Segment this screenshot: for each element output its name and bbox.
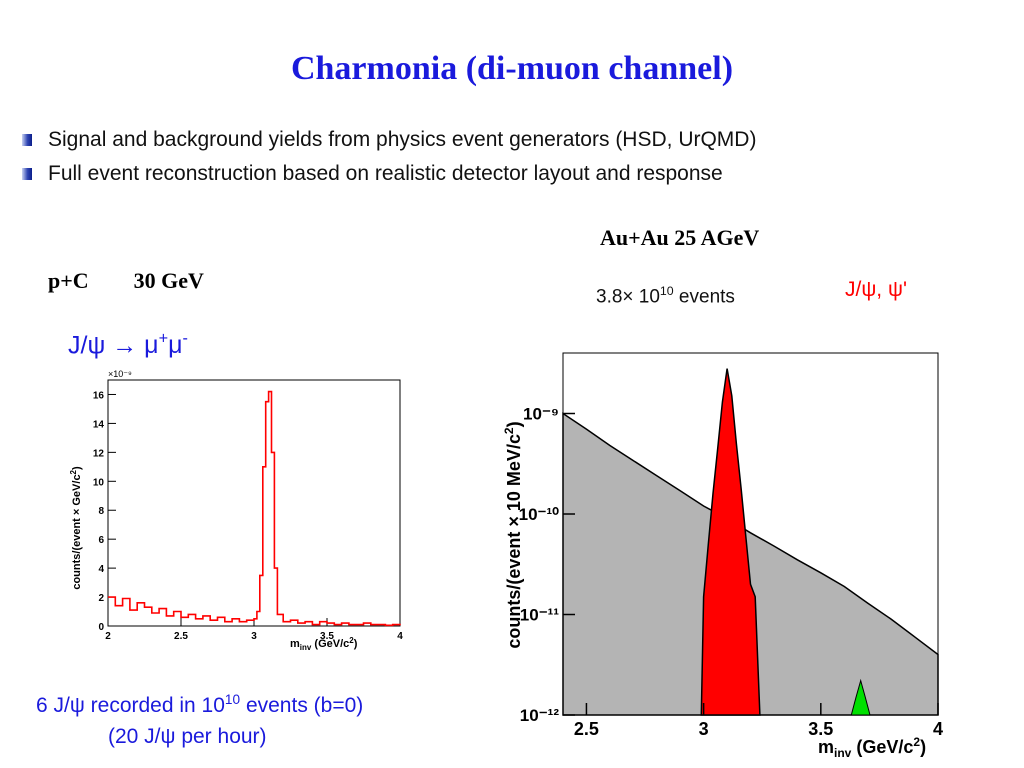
left-y-tick-label: 2 (98, 593, 104, 604)
right-psi-prime-area (850, 678, 871, 716)
left-x-tick-label: 4 (397, 631, 403, 642)
caption-line1: 6 J/ψ recorded in 1010 events (b=0) (36, 692, 363, 718)
page-title: Charmonia (di-muon channel) (290, 50, 734, 87)
events-pre: 3.8× 10 (596, 286, 660, 308)
decay-mu-plus: μ+μ- (144, 330, 188, 360)
left-y-axis-label: counts/(event × GeV/c2) (69, 466, 83, 590)
right-signal-area (700, 368, 761, 716)
bullet-item: Signal and background yields from physic… (22, 128, 756, 152)
right-y-axis-label: counts/(event × 10 MeV/c2) (502, 421, 524, 648)
right-system-label: Au+Au 25 AGeV (600, 225, 760, 250)
right-background-area (562, 412, 939, 716)
decay-label: J/ψ → μ+μ- (68, 330, 188, 360)
bullet-text: Full event reconstruction based on reali… (48, 162, 723, 185)
bullet-square-icon (22, 134, 32, 146)
left-energy: 30 GeV (133, 268, 204, 293)
right-x-tick-label: 3.5 (808, 719, 833, 739)
auau-invariant-mass-chart: 2.5 3 3.5 4 10⁻¹² 10⁻¹¹ 10⁻¹⁰ 10⁻⁹ minv (GeV/c2… (502, 352, 943, 760)
decay-minus: - (182, 330, 188, 348)
right-axes: 2.5 3 3.5 4 10⁻¹² 10⁻¹¹ 10⁻¹⁰ 10⁻⁹ (519, 405, 943, 739)
right-x-tick-label: 3 (699, 719, 709, 739)
events-label: 3.8× 1010 events (596, 284, 735, 308)
left-x-tick-label: 2 (105, 631, 111, 642)
right-y-tick-label: 10⁻¹² (520, 706, 560, 725)
left-y-tick-label: 14 (93, 419, 105, 430)
right-x-tick-label: 2.5 (574, 719, 599, 739)
right-y-tick-label: 10⁻¹¹ (520, 606, 560, 625)
left-y-tick-label: 16 (93, 390, 105, 401)
decay-mu-1: μ (144, 331, 159, 360)
right-x-axis-label: minv (GeV/c2) (818, 735, 926, 760)
left-y-tick-label: 10 (93, 477, 105, 488)
left-x-tick-label: 3 (251, 631, 257, 642)
bullet-square-icon (22, 168, 32, 180)
bullet-text: Signal and background yields from physic… (48, 128, 757, 151)
caption-exp: 10 (224, 692, 241, 707)
decay-plus: + (158, 330, 169, 348)
bullet-item: Full event reconstruction based on reali… (22, 162, 723, 186)
left-y-multiplier: ×10⁻⁹ (108, 369, 132, 379)
events-exp: 10 (659, 284, 674, 298)
left-y-tick-label: 0 (98, 622, 104, 633)
left-system-label: p+C 30 GeV (48, 268, 204, 294)
left-plot-frame (107, 379, 401, 627)
decay-lhs: J/ψ → (68, 331, 138, 360)
signal-label: J/ψ, ψ' (845, 278, 907, 301)
left-y-tick-label: 4 (98, 564, 104, 575)
left-x-tick-label: 2.5 (174, 631, 188, 642)
caption-pre: 6 J/ψ recorded in 10 (36, 694, 225, 717)
left-y-tick-label: 12 (93, 448, 105, 459)
left-y-tick-label: 6 (98, 535, 104, 546)
left-x-tick-label: 3.5 (320, 631, 334, 642)
right-y-tick-label: 10⁻¹⁰ (519, 505, 560, 524)
left-hist-line (108, 390, 401, 627)
caption-line2: (20 J/ψ per hour) (108, 725, 267, 748)
right-y-tick-label: 10⁻⁹ (523, 405, 559, 424)
caption-post: events (b=0) (240, 694, 364, 717)
left-y-tick-label: 8 (98, 506, 104, 517)
right-x-tick-label: 4 (933, 719, 943, 739)
decay-mu-2: μ (168, 331, 183, 360)
left-system: p+C (48, 268, 89, 293)
events-post: events (673, 286, 735, 308)
left-x-axis-label: minv (GeV/c2) (290, 636, 358, 652)
